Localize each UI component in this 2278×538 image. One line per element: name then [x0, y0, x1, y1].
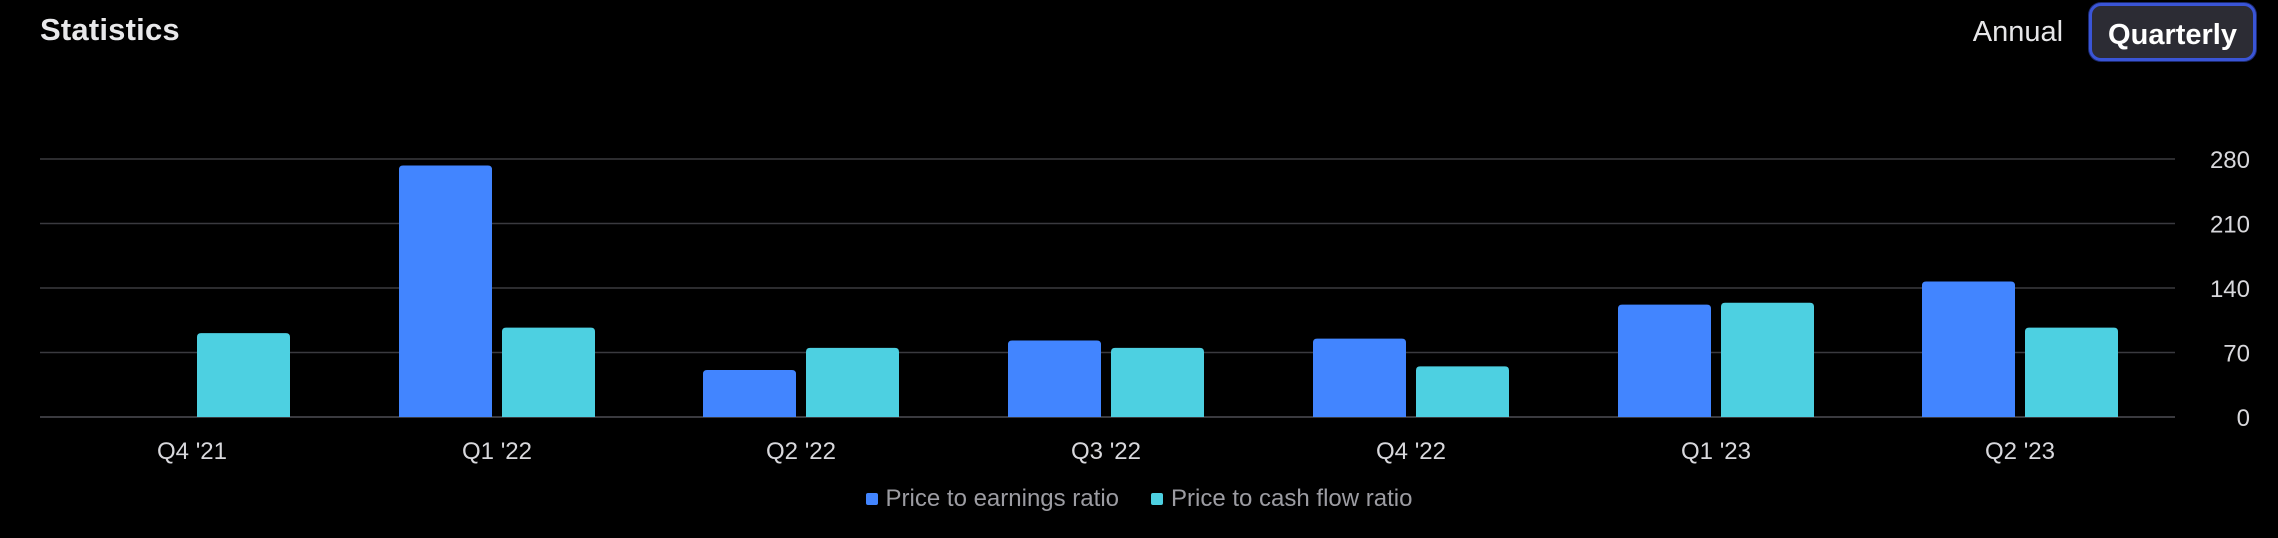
bar-pe[interactable]	[1008, 340, 1101, 417]
bar-pcf[interactable]	[502, 327, 595, 417]
x-tick-label: Q2 '22	[766, 438, 836, 465]
y-tick-label: 70	[2223, 341, 2250, 368]
x-tick-label: Q1 '22	[462, 438, 532, 465]
x-tick-label: Q2 '23	[1985, 438, 2055, 465]
legend-label-pe: Price to earnings ratio	[885, 485, 1119, 512]
bar-pe[interactable]	[1313, 338, 1406, 417]
bar-pe[interactable]	[1618, 304, 1711, 417]
y-axis-ticks: 0 70 140 210 280	[2210, 147, 2250, 432]
bar-pcf[interactable]	[1416, 366, 1509, 417]
x-tick-label: Q3 '22	[1071, 438, 1141, 465]
legend-item-pcf[interactable]: Price to cash flow ratio	[1151, 485, 1412, 513]
x-axis-ticks: Q4 '21 Q1 '22 Q2 '22 Q3 '22 Q4 '22 Q1 '23 Q2 '…	[157, 438, 2055, 465]
x-tick-label: Q1 '23	[1681, 438, 1751, 465]
bar-pe[interactable]	[703, 370, 796, 417]
legend-label-pcf: Price to cash flow ratio	[1171, 485, 1413, 512]
pe-swatch-icon	[865, 493, 878, 505]
bar-pe[interactable]	[1922, 281, 2015, 417]
y-tick-label: 210	[2210, 212, 2250, 239]
bar-pe[interactable]	[399, 165, 492, 417]
bar-pcf[interactable]	[1111, 347, 1204, 417]
bars	[197, 165, 2118, 417]
y-tick-label: 140	[2210, 276, 2250, 303]
y-tick-label: 280	[2210, 147, 2250, 174]
pcf-swatch-icon	[1151, 493, 1163, 505]
quarterly-button[interactable]: Quarterly	[2089, 3, 2256, 61]
page-title: Statistics	[40, 12, 180, 47]
bar-pcf[interactable]	[1721, 302, 1814, 417]
annual-button[interactable]: Annual	[1965, 0, 2071, 64]
y-tick-label: 0	[2237, 405, 2250, 432]
period-toggle: Annual Quarterly	[1965, 0, 2256, 64]
bar-pcf[interactable]	[806, 347, 899, 417]
legend: Price to earnings ratio Price to cash fl…	[0, 485, 2278, 513]
x-tick-label: Q4 '21	[157, 438, 227, 465]
bar-pcf[interactable]	[2025, 327, 2118, 417]
gridlines	[40, 158, 2175, 418]
x-tick-label: Q4 '22	[1376, 438, 1446, 465]
legend-item-pe[interactable]: Price to earnings ratio	[865, 485, 1119, 513]
bar-pcf[interactable]	[197, 333, 290, 417]
